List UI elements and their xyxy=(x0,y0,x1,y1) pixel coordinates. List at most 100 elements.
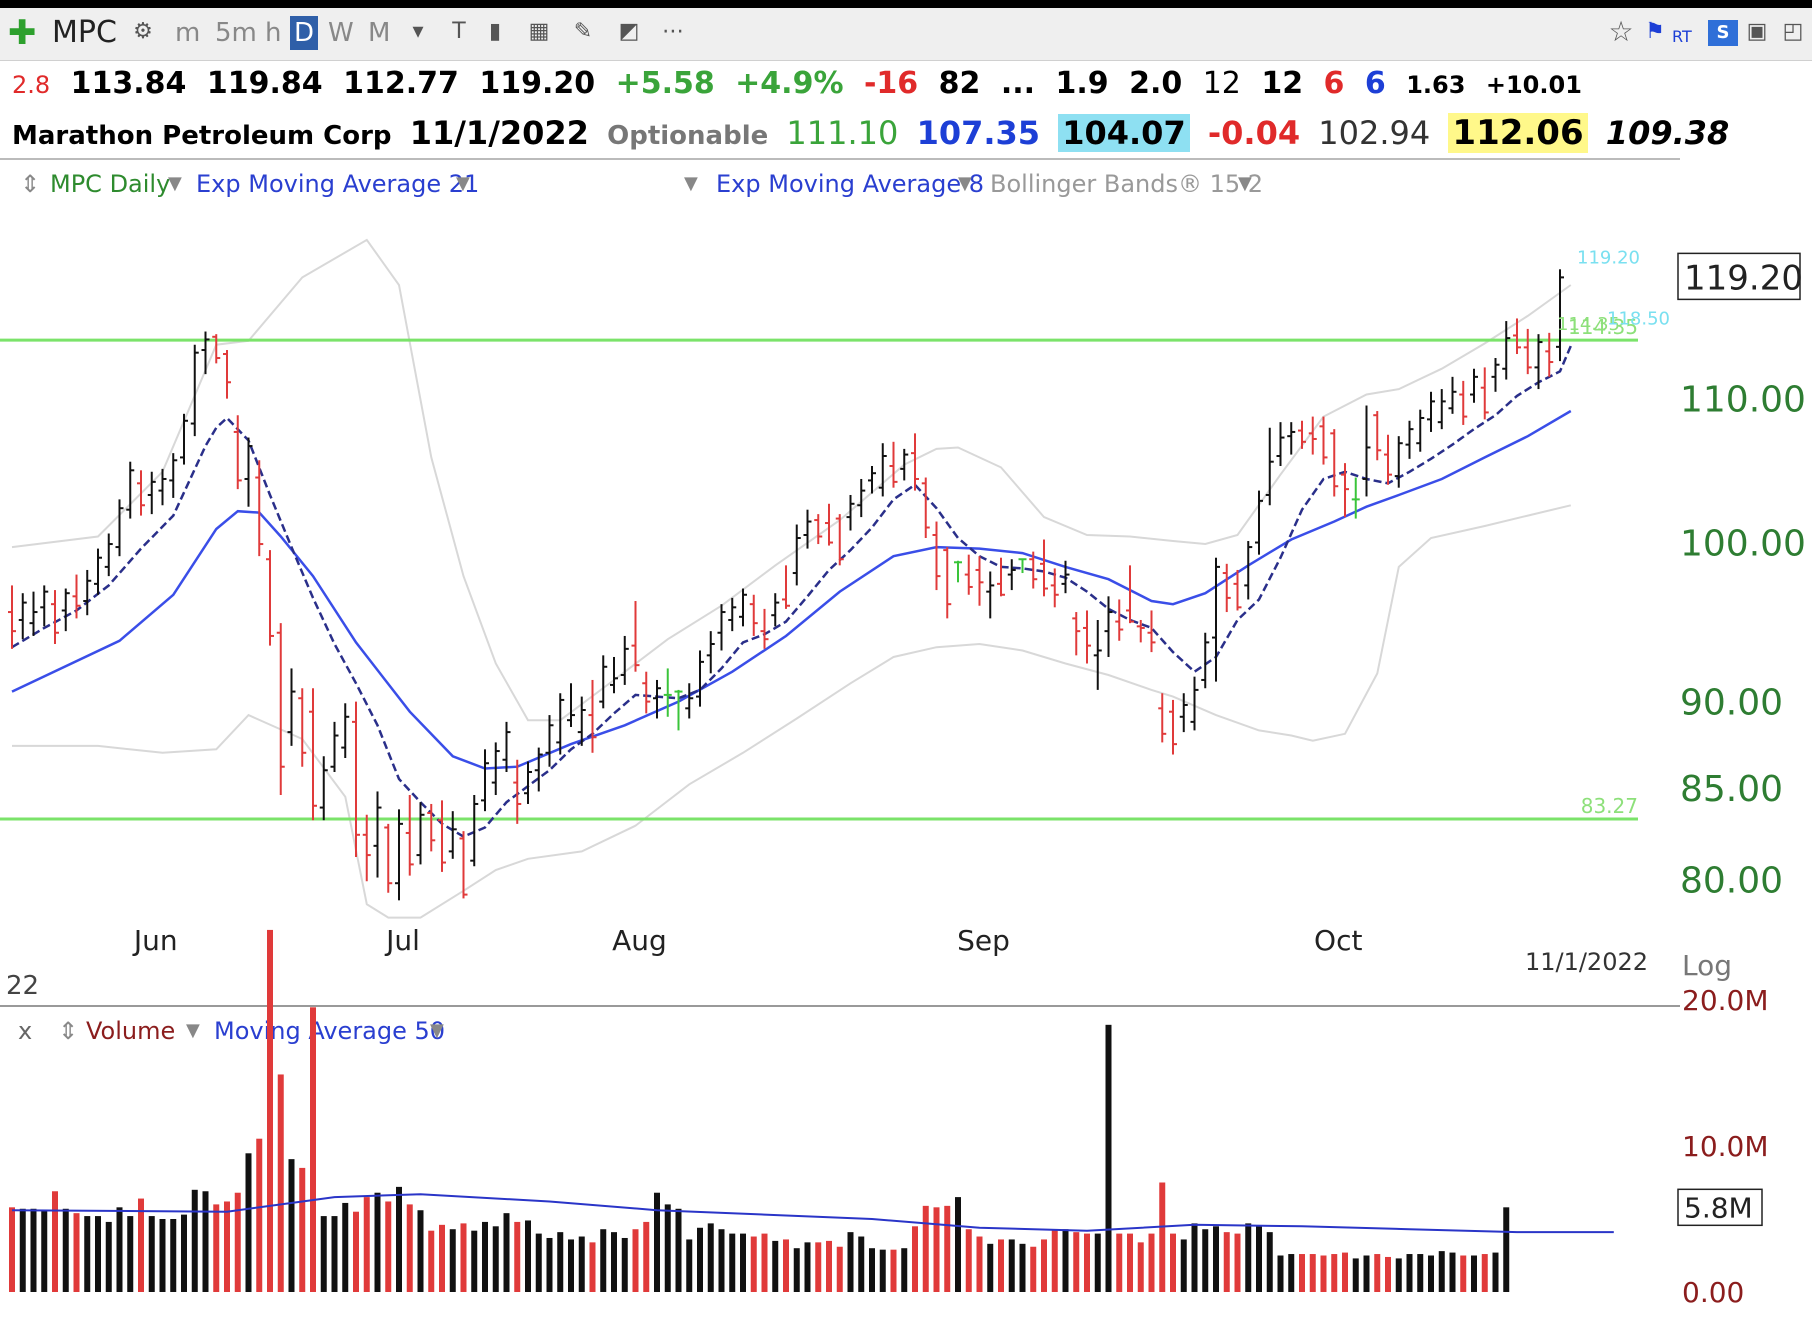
ema8-dropdown-icon[interactable]: ▼ xyxy=(958,173,972,194)
legend-volume[interactable]: Volume xyxy=(86,1017,176,1045)
price-bar xyxy=(1169,699,1177,755)
price-bar xyxy=(1050,568,1059,608)
volume-bar xyxy=(9,1207,15,1292)
link-icon[interactable]: ⚙ xyxy=(133,19,153,44)
high-price-label: 119.20 xyxy=(1577,247,1640,268)
share-icon[interactable]: ⋯ xyxy=(662,19,684,44)
price-bar xyxy=(1147,610,1156,653)
volume-bar xyxy=(256,1138,263,1292)
volume-bar xyxy=(664,1204,671,1292)
volume-bar xyxy=(353,1211,359,1292)
timeframe-daily[interactable]: D xyxy=(290,16,319,50)
price-bar xyxy=(1190,676,1199,731)
volume-bar xyxy=(912,1226,918,1292)
volume-bar xyxy=(772,1240,779,1292)
volume-drag-handle-icon[interactable]: ⇕ xyxy=(58,1017,79,1045)
volume-tick-label: 0.00 xyxy=(1682,1276,1744,1309)
ema21-dropdown-icon[interactable]: ▼ xyxy=(456,173,470,194)
quote-change: +5.58 xyxy=(615,66,715,101)
volume-bar xyxy=(73,1213,80,1292)
close-pane-icon[interactable]: x xyxy=(18,1017,33,1045)
quote-v8: 6 xyxy=(1323,66,1345,101)
year-label: 22 xyxy=(6,971,39,1001)
price-bar xyxy=(534,747,543,792)
s-badge[interactable]: S xyxy=(1708,20,1738,46)
volume-bar xyxy=(1417,1254,1424,1292)
indicator-icon[interactable]: ▦ xyxy=(528,19,550,44)
volume-bar xyxy=(1223,1232,1230,1292)
rt-label[interactable]: RT xyxy=(1672,27,1692,46)
volume-tick-label: 20.0M xyxy=(1682,984,1769,1017)
price-bar xyxy=(266,550,274,646)
volume-bar xyxy=(826,1240,832,1292)
volume-bar xyxy=(30,1208,37,1292)
volume-bar xyxy=(310,1007,316,1292)
price-bar xyxy=(814,514,823,545)
legend-ema8[interactable]: Exp Moving Average 8 xyxy=(716,170,985,198)
price-bar xyxy=(352,701,360,857)
horizontal-line-label: 114.35 xyxy=(1568,315,1638,339)
note-icon[interactable]: ◩ xyxy=(618,19,640,44)
series-dropdown-icon[interactable]: ▼ xyxy=(168,173,182,194)
bar-style-icon[interactable]: ▮ xyxy=(488,19,502,44)
legend-series[interactable]: MPC Daily xyxy=(50,170,171,198)
volume-bar xyxy=(363,1197,370,1292)
volume-bar xyxy=(976,1236,983,1292)
timeframe-5min[interactable]: 5m xyxy=(215,18,257,48)
legend-bollinger[interactable]: Bollinger Bands® 15 2 xyxy=(990,170,1264,198)
volume-bar xyxy=(62,1208,69,1292)
price-bar xyxy=(782,565,790,609)
price-bar xyxy=(1373,411,1382,461)
header-divider xyxy=(0,158,1680,160)
volume-dropdown-icon[interactable]: ▼ xyxy=(186,1020,200,1041)
quote-v3: ... xyxy=(1000,66,1036,101)
quote-change-pct: +4.9% xyxy=(735,66,844,101)
save-icon[interactable]: ▣ xyxy=(1746,19,1768,44)
volume-bar xyxy=(482,1221,488,1292)
price-bar xyxy=(889,441,898,488)
timeframe-monthly[interactable]: M xyxy=(368,18,391,48)
volume-ma-dropdown-icon[interactable]: ▼ xyxy=(430,1020,444,1041)
timeframe-minute[interactable]: m xyxy=(175,18,201,48)
maximize-icon[interactable]: ◰ xyxy=(1782,19,1804,44)
price-bar xyxy=(395,809,403,901)
bollinger-dropdown-icon[interactable]: ▼ xyxy=(1238,173,1252,194)
price-bar xyxy=(61,588,70,632)
volume-bar xyxy=(202,1191,209,1292)
flag-icon[interactable]: ⚑ xyxy=(1645,19,1665,44)
quote-line-1: 2.8 113.84 119.84 112.77 119.20 +5.58 +4… xyxy=(12,60,1592,108)
price-bar xyxy=(1394,436,1403,488)
price-bar xyxy=(921,477,930,539)
price-bar xyxy=(1018,558,1027,574)
volume-bar xyxy=(84,1216,91,1292)
price-bar xyxy=(1545,332,1554,377)
price-bar xyxy=(706,631,715,674)
volume-bar xyxy=(1084,1233,1090,1292)
price-bar xyxy=(728,597,737,632)
volume-bar xyxy=(396,1186,402,1292)
volume-bar xyxy=(1288,1254,1295,1292)
price-bar xyxy=(233,415,242,490)
price-bar xyxy=(319,756,328,821)
text-tool-icon[interactable]: T xyxy=(452,19,466,44)
draw-pencil-icon[interactable]: ✎ xyxy=(573,19,593,44)
price-axis: 80.00 85.00 90.00 100.00 110.00 119.20 119.20 1… xyxy=(1557,247,1806,982)
volume-bar xyxy=(1159,1182,1166,1292)
dropdown-arrow-icon[interactable]: ▾ xyxy=(412,19,424,44)
star-icon[interactable]: ☆ xyxy=(1608,15,1634,48)
ema8-left-dropdown-icon[interactable]: ▼ xyxy=(684,173,698,194)
price-bar xyxy=(298,688,307,767)
symbol-label[interactable]: MPC xyxy=(52,15,117,50)
timeframe-hour[interactable]: h xyxy=(265,18,282,48)
volume-bar xyxy=(621,1237,628,1292)
volume-bar xyxy=(138,1198,144,1292)
drag-handle-icon[interactable]: ⇕ xyxy=(20,170,41,198)
legend-ema21[interactable]: Exp Moving Average 21 xyxy=(196,170,480,198)
optionable-label: Optionable xyxy=(607,121,769,151)
pane-divider[interactable] xyxy=(0,1005,1680,1007)
legend-volume-ma[interactable]: Moving Average 50 xyxy=(214,1017,446,1045)
price-bar xyxy=(1448,376,1457,414)
add-symbol-icon[interactable]: ✚ xyxy=(8,13,37,53)
timeframe-weekly[interactable]: W xyxy=(328,18,354,48)
